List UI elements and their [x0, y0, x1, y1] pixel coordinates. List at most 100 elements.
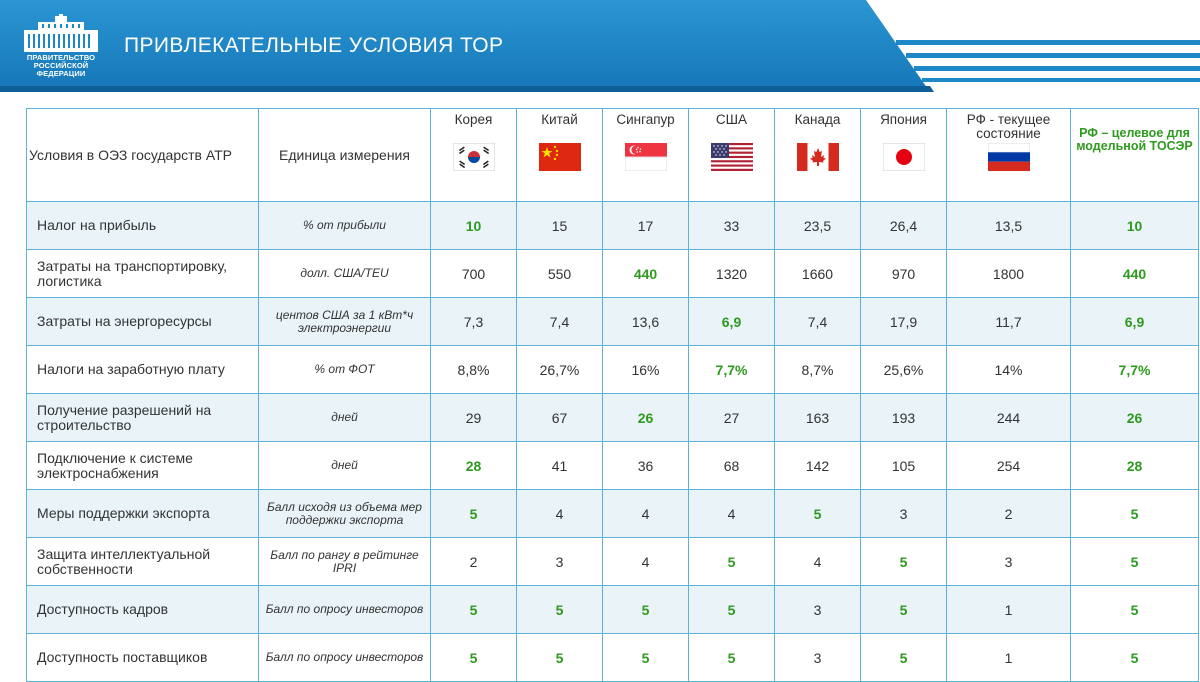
- condition-cell: Доступность кадров: [26, 585, 259, 634]
- value-cell: 26,7%: [516, 345, 603, 394]
- condition-cell: Защита интеллектуальной собственности: [26, 537, 259, 586]
- country-name: Япония: [880, 112, 927, 127]
- value-cell: 5: [430, 585, 517, 634]
- government-building-icon: [24, 14, 98, 52]
- table-row: Защита интеллектуальной собственности Бал…: [26, 537, 1199, 586]
- country-name: РФ - текущее состояние: [966, 112, 1051, 141]
- value-cell: 244: [946, 393, 1071, 442]
- table-row: Доступность поставщиков Балл по опросу ин…: [26, 633, 1199, 682]
- logo-line-1: ПРАВИТЕЛЬСТВО: [26, 53, 96, 62]
- value-cell: 26,4: [860, 201, 947, 250]
- value-cell: 5: [602, 633, 689, 682]
- value-cell: 1800: [946, 249, 1071, 298]
- value-cell: 550: [516, 249, 603, 298]
- value-cell: 68: [688, 441, 775, 490]
- value-cell: 5: [688, 585, 775, 634]
- header-unit: Единица измерения: [258, 108, 431, 202]
- value-cell: 3: [860, 489, 947, 538]
- value-cell: 26: [602, 393, 689, 442]
- unit-cell: Балл исходя из объема мер поддержки эксп…: [258, 489, 431, 538]
- government-logo: ПРАВИТЕЛЬСТВО РОССИЙСКОЙ ФЕДЕРАЦИИ: [18, 14, 104, 80]
- value-cell: 2: [946, 489, 1071, 538]
- value-cell: 700: [430, 249, 517, 298]
- header-country-korea: Корея: [430, 108, 517, 202]
- country-name: Корея: [454, 112, 493, 127]
- country-name: Канада: [794, 112, 841, 127]
- header-country-japan: Япония: [860, 108, 947, 202]
- value-cell: 2: [430, 537, 517, 586]
- value-cell: 5: [774, 489, 861, 538]
- value-cell: 3: [774, 585, 861, 634]
- value-cell: 7,7%: [688, 345, 775, 394]
- target-value-cell: 26: [1070, 393, 1199, 442]
- value-cell: 5: [860, 633, 947, 682]
- value-cell: 1: [946, 633, 1071, 682]
- comparison-table-container: Условия в ОЭЗ государств АТР Единица изм…: [26, 108, 1199, 682]
- value-cell: 440: [602, 249, 689, 298]
- header-country-usa: США: [688, 108, 775, 202]
- unit-cell: Балл по опросу инвесторов: [258, 633, 431, 682]
- table-row: Затраты на транспортировку, логистика дол…: [26, 249, 1199, 298]
- logo-caption: ПРАВИТЕЛЬСТВО РОССИЙСКОЙ ФЕДЕРАЦИИ: [18, 54, 104, 78]
- condition-cell: Подключение к системе электроснабжения: [26, 441, 259, 490]
- value-cell: 16%: [602, 345, 689, 394]
- value-cell: 41: [516, 441, 603, 490]
- header-country-canada: Канада: [774, 108, 861, 202]
- table-row: Подключение к системе электроснабжения дн…: [26, 441, 1199, 490]
- unit-cell: долл. США/TEU: [258, 249, 431, 298]
- value-cell: 5: [860, 585, 947, 634]
- comparison-table: Условия в ОЭЗ государств АТР Единица изм…: [26, 108, 1199, 682]
- country-name: США: [715, 112, 748, 127]
- condition-cell: Затраты на транспортировку, логистика: [26, 249, 259, 298]
- china-flag-icon: [538, 143, 581, 171]
- unit-cell: Балл по опросу инвесторов: [258, 585, 431, 634]
- table-row: Меры поддержки экспорта Балл исходя из об…: [26, 489, 1199, 538]
- condition-cell: Меры поддержки экспорта: [26, 489, 259, 538]
- value-cell: 4: [688, 489, 775, 538]
- value-cell: 8,7%: [774, 345, 861, 394]
- unit-cell: дней: [258, 441, 431, 490]
- value-cell: 27: [688, 393, 775, 442]
- table-row: Получение разрешений на строительство дне…: [26, 393, 1199, 442]
- value-cell: 4: [602, 537, 689, 586]
- value-cell: 1660: [774, 249, 861, 298]
- value-cell: 29: [430, 393, 517, 442]
- table-row: Налоги на заработную плату% от ФОТ 8,8% 26…: [26, 345, 1199, 394]
- value-cell: 1320: [688, 249, 775, 298]
- value-cell: 970: [860, 249, 947, 298]
- value-cell: 5: [516, 585, 603, 634]
- country-name: Китай: [541, 112, 578, 127]
- condition-cell: Налог на прибыль: [26, 201, 259, 250]
- value-cell: 105: [860, 441, 947, 490]
- value-cell: 4: [602, 489, 689, 538]
- table-header-row: Условия в ОЭЗ государств АТР Единица изм…: [26, 108, 1199, 202]
- unit-cell: % от прибыли: [258, 201, 431, 250]
- value-cell: 193: [860, 393, 947, 442]
- table-row: Доступность кадров Балл по опросу инвесто…: [26, 585, 1199, 634]
- russia-flag-icon: [987, 143, 1030, 171]
- south-korea-flag-icon: [452, 143, 495, 171]
- value-cell: 5: [430, 633, 517, 682]
- value-cell: 14%: [946, 345, 1071, 394]
- value-cell: 4: [516, 489, 603, 538]
- logo-line-2: РОССИЙСКОЙ: [33, 61, 89, 70]
- value-cell: 17: [602, 201, 689, 250]
- header-country-singapore: Сингапур: [602, 108, 689, 202]
- value-cell: 7,4: [774, 297, 861, 346]
- japan-flag-icon: [882, 143, 925, 171]
- value-cell: 15: [516, 201, 603, 250]
- value-cell: 5: [516, 633, 603, 682]
- condition-cell: Налоги на заработную плату: [26, 345, 259, 394]
- header-target: РФ – целевое для модельной ТОСЭР: [1070, 108, 1199, 202]
- value-cell: 3: [516, 537, 603, 586]
- value-cell: 5: [602, 585, 689, 634]
- value-cell: 7,3: [430, 297, 517, 346]
- value-cell: 25,6%: [860, 345, 947, 394]
- value-cell: 5: [860, 537, 947, 586]
- value-cell: 5: [688, 537, 775, 586]
- header-banner: ПРАВИТЕЛЬСТВО РОССИЙСКОЙ ФЕДЕРАЦИИ ПРИВЛ…: [0, 0, 1200, 92]
- unit-cell: дней: [258, 393, 431, 442]
- value-cell: 3: [774, 633, 861, 682]
- target-value-cell: 5: [1070, 537, 1199, 586]
- value-cell: 10: [430, 201, 517, 250]
